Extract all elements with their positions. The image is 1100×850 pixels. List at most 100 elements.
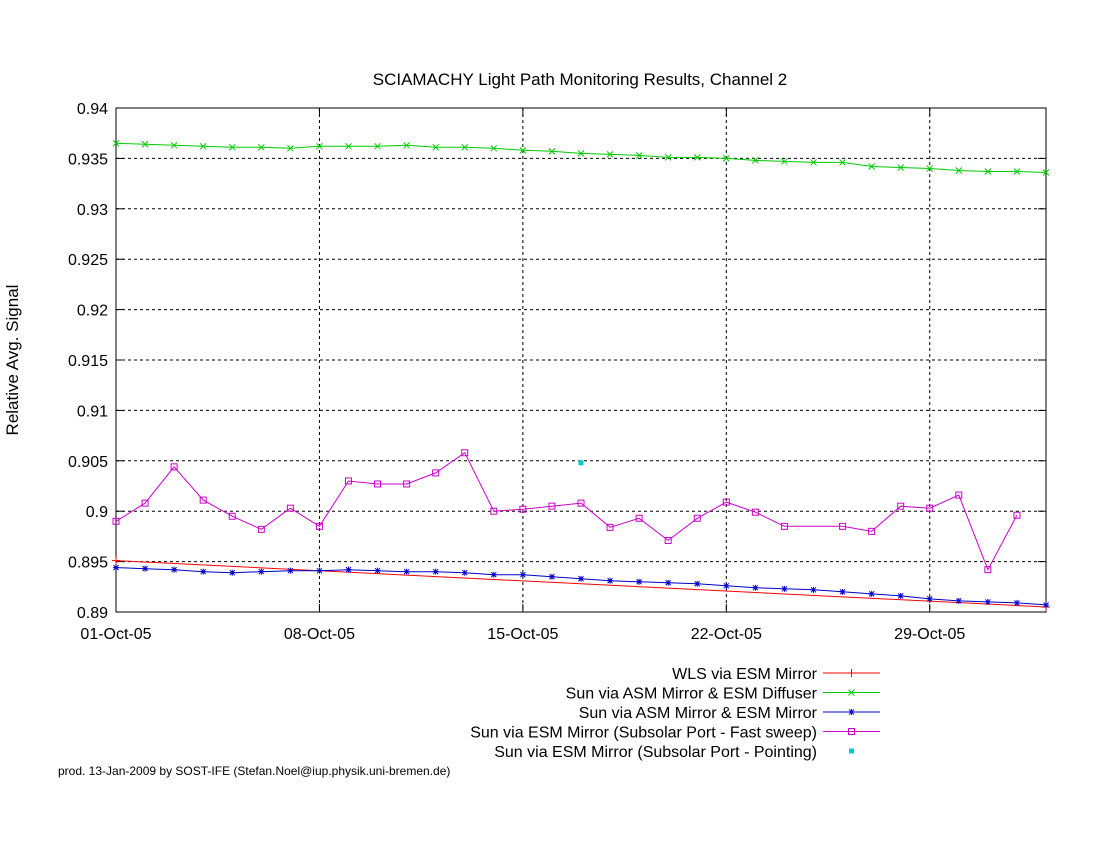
data-point <box>577 150 585 157</box>
data-point <box>374 567 381 574</box>
data-point <box>461 449 469 457</box>
data-point <box>461 143 469 151</box>
legend-label: WLS via ESM Mirror <box>672 666 818 683</box>
data-point <box>112 556 120 565</box>
data-point <box>955 167 963 174</box>
data-point <box>752 584 759 591</box>
data-point <box>751 508 759 516</box>
data-point <box>897 592 904 599</box>
data-point <box>1013 168 1021 175</box>
x-tick-label: 22-Oct-05 <box>691 626 762 643</box>
data-point <box>171 566 178 573</box>
data-point <box>664 536 672 544</box>
data-point <box>693 514 701 522</box>
legend-marker <box>848 689 855 696</box>
data-point <box>490 571 497 578</box>
legend-marker <box>848 709 855 715</box>
data-point <box>868 163 875 170</box>
data-point <box>839 588 846 595</box>
data-point <box>519 571 526 578</box>
legend-item: Sun via ESM Mirror (Subsolar Port - Fast… <box>470 725 880 742</box>
data-point <box>228 143 236 151</box>
y-tick-label: 0.925 <box>68 252 108 269</box>
data-point <box>664 154 672 161</box>
data-point <box>403 480 411 488</box>
data-point <box>722 498 730 506</box>
x-tick-label: 15-Oct-05 <box>487 626 558 643</box>
data-point <box>752 157 759 164</box>
data-point <box>286 504 294 512</box>
data-point <box>199 496 207 504</box>
y-tick-label: 0.89 <box>77 605 108 622</box>
data-point <box>897 164 905 171</box>
legend-label: Sun via ASM Mirror & ESM Diffuser <box>566 686 818 703</box>
data-point <box>199 142 207 150</box>
data-point <box>548 147 556 155</box>
axes: 0.89 0.895 0.9 0.905 0.91 0.915 0.92 0.925 0.93 0… <box>68 101 1046 643</box>
y-tick-label: 0.93 <box>77 202 108 219</box>
y-tick-label: 0.895 <box>68 555 108 572</box>
data-point <box>810 586 817 593</box>
data-point <box>781 585 788 592</box>
y-tick-label: 0.9 <box>86 504 108 521</box>
data-point <box>984 168 992 175</box>
data-point <box>780 522 788 530</box>
data-point <box>1013 599 1020 606</box>
data-point <box>113 564 119 571</box>
data-point <box>228 512 236 520</box>
data-point <box>170 463 178 471</box>
data-point <box>112 139 120 147</box>
data-point <box>955 491 963 499</box>
y-tick-label: 0.92 <box>77 303 108 320</box>
data-point <box>868 590 875 597</box>
y-tick-label: 0.91 <box>77 403 108 420</box>
data-point <box>578 460 584 466</box>
data-point <box>839 159 846 166</box>
series-2 <box>112 139 1050 176</box>
data-point <box>316 142 323 150</box>
data-point <box>723 582 730 589</box>
legend: WLS via ESM Mirror Sun via ASM Mirror & E… <box>470 666 880 761</box>
data-point <box>955 597 962 604</box>
data-point <box>142 565 149 572</box>
data-point <box>1042 169 1050 176</box>
data-point <box>432 568 439 575</box>
legend-item: Sun via ESM Mirror (Subsolar Port - Poin… <box>494 744 854 761</box>
x-tick-label: 08-Oct-05 <box>284 626 355 643</box>
series-line <box>115 567 1047 606</box>
data-point <box>1043 601 1049 608</box>
series-group <box>112 139 1050 611</box>
data-point <box>490 507 498 515</box>
data-point <box>548 502 556 510</box>
legend-item: WLS via ESM Mirror <box>672 666 880 683</box>
data-point <box>636 578 643 585</box>
data-point <box>258 568 265 575</box>
data-point <box>781 158 788 165</box>
data-point <box>926 165 934 172</box>
data-point <box>868 527 876 535</box>
data-point <box>170 141 178 149</box>
data-point <box>810 159 817 166</box>
data-point <box>693 154 701 161</box>
data-point <box>316 567 323 574</box>
data-point <box>577 499 585 507</box>
data-point <box>257 143 265 151</box>
legend-marker <box>848 728 855 735</box>
data-point <box>287 567 294 574</box>
y-axis-label: Relative Avg. Signal <box>3 285 22 436</box>
data-point <box>315 522 323 530</box>
legend-item: Sun via ASM Mirror & ESM Diffuser <box>566 686 880 703</box>
x-tick-label: 01-Oct-05 <box>80 626 151 643</box>
data-point <box>200 568 207 575</box>
data-point <box>490 144 498 152</box>
data-point <box>984 566 992 574</box>
data-point <box>461 569 468 576</box>
data-point <box>345 477 352 485</box>
data-point <box>839 522 847 530</box>
data-point <box>345 566 352 573</box>
legend-marker <box>849 748 854 754</box>
data-point <box>374 142 381 150</box>
data-point <box>519 505 527 513</box>
series-1 <box>112 556 1050 611</box>
